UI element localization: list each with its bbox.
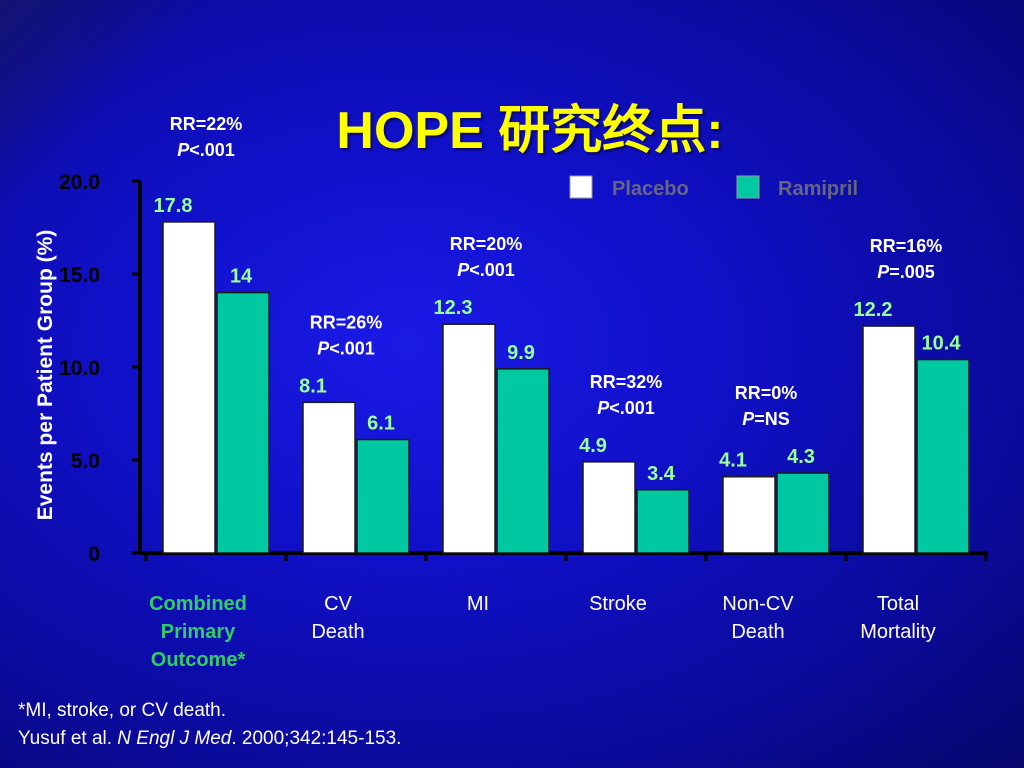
bar-ramipril	[496, 368, 550, 554]
p-value-annotation: P<.001	[457, 260, 515, 280]
rr-annotations: RR=22%P<.001RR=26%P<.001RR=20%P<.001RR=3…	[170, 114, 943, 429]
p-value-prefix: P	[177, 140, 190, 160]
category-label: Non-CV	[722, 593, 794, 615]
category-label: CV	[324, 593, 352, 615]
bar-ramipril	[776, 472, 830, 554]
p-value-prefix: P	[877, 262, 890, 282]
data-label-ramipril: 9.9	[507, 342, 535, 364]
y-tick-label: 15.0	[59, 264, 100, 287]
data-label-ramipril: 6.1	[367, 413, 395, 435]
p-value-text: =NS	[754, 409, 790, 429]
bar-ramipril	[916, 358, 970, 554]
p-value-text: <.001	[609, 398, 655, 418]
y-axis-label: Events per Patient Group (%)	[34, 230, 57, 521]
slide-title: HOPE 研究终点:	[336, 102, 724, 160]
y-tick-label: 10.0	[59, 357, 100, 380]
value-labels: 17.8 14 8.1 6.1 12.3 9.9 4.9 3.4 4.1 4.3 12.2 10.4	[154, 195, 962, 485]
data-label-ramipril: 3.4	[647, 463, 676, 485]
bar-placebo	[442, 323, 496, 554]
data-label-placebo: 12.2	[854, 299, 893, 321]
y-tick-label: 5.0	[71, 450, 100, 473]
reference-authors: Yusuf et al.	[18, 728, 118, 749]
axes: 0 5.0 10.0 15.0 20.0	[59, 171, 988, 566]
bar-placebo	[162, 221, 216, 554]
legend-swatch-placebo	[569, 175, 593, 199]
category-label: MI	[467, 593, 489, 615]
rr-annotation: RR=32%	[590, 372, 663, 392]
y-tick-label: 0	[88, 543, 100, 566]
category-label: Mortality	[860, 621, 936, 643]
p-value-text: <.001	[189, 140, 235, 160]
p-value-text: <.001	[469, 260, 515, 280]
data-label-placebo: 4.1	[719, 450, 747, 472]
bar-ramipril	[636, 489, 690, 554]
rr-annotation: RR=0%	[735, 383, 798, 403]
p-value-prefix: P	[457, 260, 470, 280]
p-value-annotation: P=.005	[877, 262, 935, 282]
legend-label-ramipril: Ramipril	[778, 178, 858, 200]
p-value-annotation: P=NS	[742, 409, 790, 429]
legend-swatch-ramipril	[736, 175, 760, 199]
rr-annotation: RR=26%	[310, 312, 383, 332]
p-value-annotation: P<.001	[317, 338, 375, 358]
bar-placebo	[582, 461, 636, 554]
rr-annotation: RR=20%	[450, 234, 523, 254]
category-label: Total	[877, 593, 919, 615]
footnote-definition: *MI, stroke, or CV death.	[18, 700, 227, 721]
reference-details: . 2000;342:145-153.	[231, 728, 402, 749]
bar-ramipril	[356, 438, 410, 554]
p-value-prefix: P	[742, 409, 755, 429]
category-label: Combined	[149, 593, 247, 615]
category-label: Stroke	[589, 593, 647, 615]
y-tick-label: 20.0	[59, 171, 100, 194]
category-label: Outcome*	[151, 649, 246, 671]
data-label-placebo: 8.1	[299, 375, 327, 397]
category-label: Death	[311, 621, 364, 643]
data-label-ramipril: 4.3	[787, 446, 815, 468]
p-value-prefix: P	[317, 338, 330, 358]
bar-ramipril	[216, 291, 270, 554]
reference-journal: N Engl J Med	[117, 728, 232, 749]
bar-placebo	[862, 325, 916, 554]
data-label-ramipril: 14	[230, 266, 253, 288]
bar-placebo	[302, 401, 356, 554]
category-label: Primary	[161, 621, 236, 643]
p-value-prefix: P	[597, 398, 610, 418]
data-label-placebo: 12.3	[434, 297, 473, 319]
footnote-reference: Yusuf et al. N Engl J Med. 2000;342:145-…	[18, 728, 401, 750]
bar-placebo	[722, 475, 776, 554]
bars	[162, 221, 970, 554]
p-value-text: <.001	[329, 338, 375, 358]
category-labels: Combined Primary Outcome* CV Death MI Stroke No…	[149, 593, 936, 671]
p-value-annotation: P<.001	[177, 140, 235, 160]
legend-label-placebo: Placebo	[612, 178, 689, 200]
rr-annotation: RR=16%	[870, 236, 943, 256]
data-label-ramipril: 10.4	[922, 333, 962, 355]
data-label-placebo: 17.8	[154, 195, 193, 217]
rr-annotation: RR=22%	[170, 114, 243, 134]
p-value-text: =.005	[889, 262, 935, 282]
data-label-placebo: 4.9	[579, 435, 607, 457]
category-label: Death	[731, 621, 784, 643]
legend: Placebo Ramipril	[569, 175, 858, 200]
p-value-annotation: P<.001	[597, 398, 655, 418]
